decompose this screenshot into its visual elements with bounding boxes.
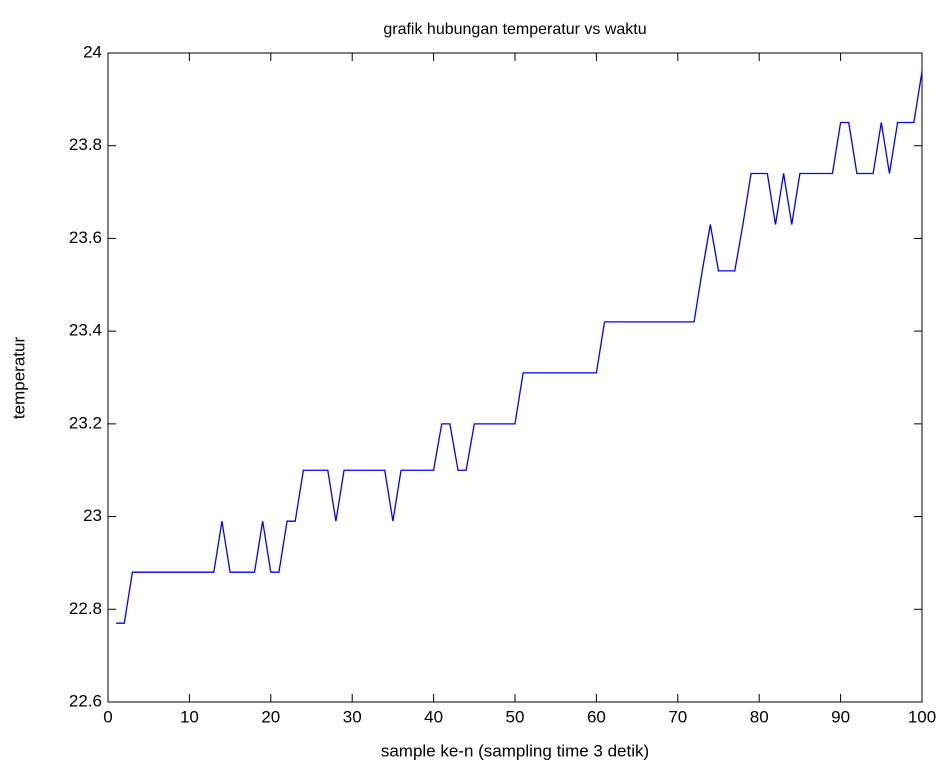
y-tick-label: 22.8 bbox=[69, 599, 102, 618]
x-tick-label: 10 bbox=[180, 707, 199, 726]
plot-frame bbox=[107, 52, 923, 703]
y-tick-label: 23.6 bbox=[69, 228, 102, 247]
y-axis-label: temperatur bbox=[9, 337, 28, 420]
x-tick-label: 80 bbox=[750, 707, 769, 726]
x-tick-label: 60 bbox=[587, 707, 606, 726]
x-tick-label: 90 bbox=[831, 707, 850, 726]
y-tick-label: 23.4 bbox=[69, 321, 102, 340]
x-tick-label: 100 bbox=[908, 707, 936, 726]
y-tick-label: 23 bbox=[83, 506, 102, 525]
x-axis-label: sample ke-n (sampling time 3 detik) bbox=[381, 741, 649, 760]
x-tick-label: 40 bbox=[424, 707, 443, 726]
x-tick-label: 20 bbox=[261, 707, 280, 726]
y-tick-label: 23.8 bbox=[69, 135, 102, 154]
y-tick-label: 22.6 bbox=[69, 691, 102, 710]
x-tick-label: 70 bbox=[668, 707, 687, 726]
chart-title: grafik hubungan temperatur vs waktu bbox=[383, 21, 646, 38]
x-tick-label: 0 bbox=[103, 707, 112, 726]
data-line bbox=[116, 71, 923, 624]
x-tick-label: 30 bbox=[343, 707, 362, 726]
y-tick-label: 24 bbox=[83, 42, 102, 61]
y-tick-label: 23.2 bbox=[69, 413, 102, 432]
x-tick-label: 50 bbox=[506, 707, 525, 726]
